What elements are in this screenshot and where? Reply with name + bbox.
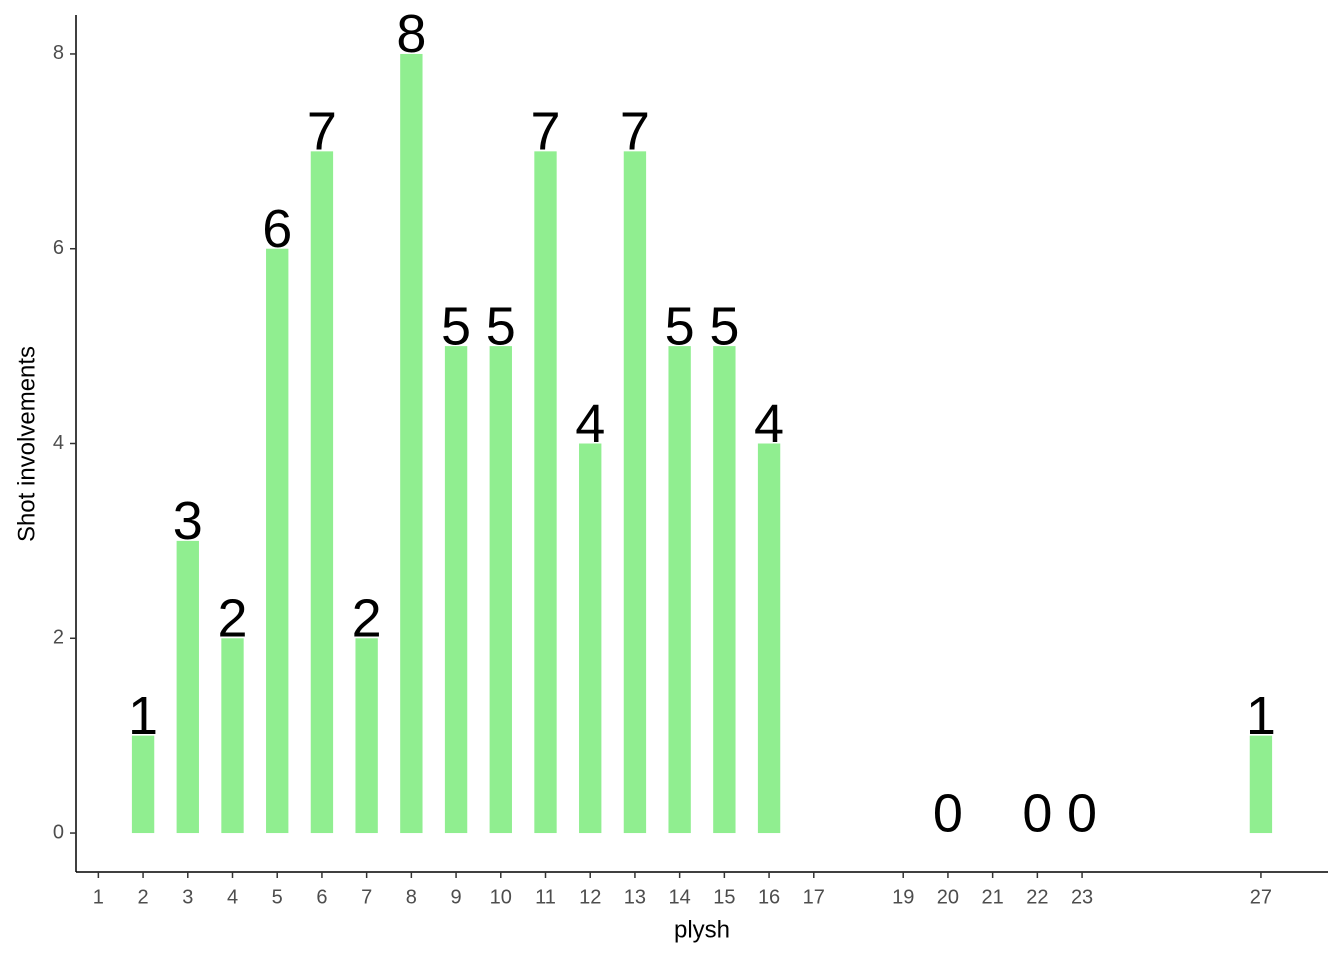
- bar: [534, 151, 557, 834]
- x-tick-label: 5: [272, 886, 283, 908]
- value-label: 3: [173, 491, 203, 551]
- bar: [400, 53, 423, 834]
- x-tick-label: 4: [227, 886, 238, 908]
- value-label: 1: [1246, 686, 1276, 746]
- value-label: 5: [486, 296, 516, 356]
- bar: [310, 151, 334, 834]
- x-tick-label: 23: [1071, 886, 1093, 908]
- bar: [579, 443, 602, 834]
- x-tick-label: 10: [490, 886, 512, 908]
- x-tick-label: 7: [361, 886, 372, 908]
- bar: [623, 151, 647, 834]
- bar: [713, 346, 736, 834]
- x-tick-label: 22: [1026, 886, 1048, 908]
- bar: [266, 248, 289, 834]
- bar: [757, 443, 781, 834]
- value-label: 7: [307, 102, 337, 162]
- x-tick-label: 13: [624, 886, 646, 908]
- y-axis-title: Shot involvements: [13, 346, 40, 542]
- x-tick-label: 19: [892, 886, 914, 908]
- x-tick-label: 3: [182, 886, 193, 908]
- value-label: 1: [128, 686, 158, 746]
- y-tick-label: 2: [53, 627, 64, 649]
- y-tick-label: 0: [53, 821, 64, 843]
- value-label: 5: [665, 296, 695, 356]
- x-tick-label: 1: [93, 886, 104, 908]
- value-label: 7: [620, 102, 650, 162]
- bar: [1249, 735, 1273, 834]
- x-tick-label: 21: [982, 886, 1004, 908]
- x-tick-label: 20: [937, 886, 959, 908]
- x-axis-title: plysh: [674, 916, 730, 943]
- x-tick-label: 2: [138, 886, 149, 908]
- x-tick-label: 15: [713, 886, 735, 908]
- x-tick-label: 6: [316, 886, 327, 908]
- bar: [221, 638, 244, 834]
- x-tick-label: 27: [1250, 886, 1272, 908]
- y-tick-label: 6: [53, 237, 64, 259]
- value-label: 0: [1067, 783, 1097, 843]
- value-label: 4: [754, 394, 784, 454]
- x-tick-label: 16: [758, 886, 780, 908]
- y-tick-label: 8: [53, 42, 64, 64]
- value-label: 7: [530, 102, 560, 162]
- bar: [489, 346, 512, 834]
- bar: [444, 346, 468, 834]
- value-label: 8: [396, 4, 426, 64]
- value-label: 0: [1022, 783, 1052, 843]
- x-tick-label: 17: [803, 886, 825, 908]
- x-tick-label: 12: [579, 886, 601, 908]
- value-label: 4: [575, 394, 605, 454]
- value-label: 2: [217, 589, 247, 649]
- x-tick-label: 8: [406, 886, 417, 908]
- x-tick-label: 14: [669, 886, 691, 908]
- bar: [131, 735, 155, 834]
- y-tick-label: 4: [53, 432, 64, 454]
- value-label: 5: [441, 296, 471, 356]
- value-label: 0: [933, 783, 963, 843]
- value-label: 2: [352, 589, 382, 649]
- bar: [355, 638, 378, 834]
- x-tick-label: 9: [451, 886, 462, 908]
- bar: [176, 540, 199, 834]
- value-label: 6: [262, 199, 292, 259]
- x-tick-label: 11: [535, 886, 556, 908]
- bar: [668, 346, 691, 834]
- value-label: 5: [709, 296, 739, 356]
